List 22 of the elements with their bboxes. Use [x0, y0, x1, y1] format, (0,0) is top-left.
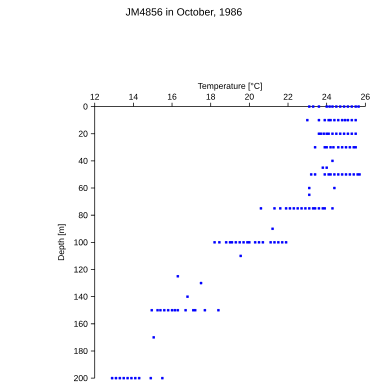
x-tick-label: 22: [284, 94, 292, 100]
x-tick-label: 20: [245, 94, 254, 100]
y-tick-label: 180: [74, 348, 88, 354]
y-tick-label: 60: [78, 184, 88, 192]
x-tick-label: 26: [361, 94, 370, 100]
x-tick-label: 16: [168, 94, 176, 100]
x-tick-label: 24: [322, 94, 332, 100]
chart-title: JM4856 in October, 1986: [126, 8, 242, 17]
x-axis-title: Temperature [°C]: [198, 82, 262, 91]
y-tick-label: 200: [74, 375, 88, 382]
y-axis-title: Depth [m]: [58, 224, 66, 260]
y-tick-label: 0: [83, 104, 88, 110]
y-tick-label: 160: [74, 320, 88, 327]
y-tick-label: 80: [78, 212, 88, 218]
x-tick-label: 18: [206, 94, 216, 100]
x-tick-label: 12: [90, 94, 100, 100]
y-tick-label: 120: [74, 266, 88, 273]
y-tick-label: 20: [78, 130, 88, 137]
y-tick-label: 100: [74, 239, 88, 246]
x-tick-label: 14: [129, 94, 138, 100]
y-tick-label: 140: [74, 294, 88, 300]
y-tick-label: 40: [78, 158, 88, 164]
